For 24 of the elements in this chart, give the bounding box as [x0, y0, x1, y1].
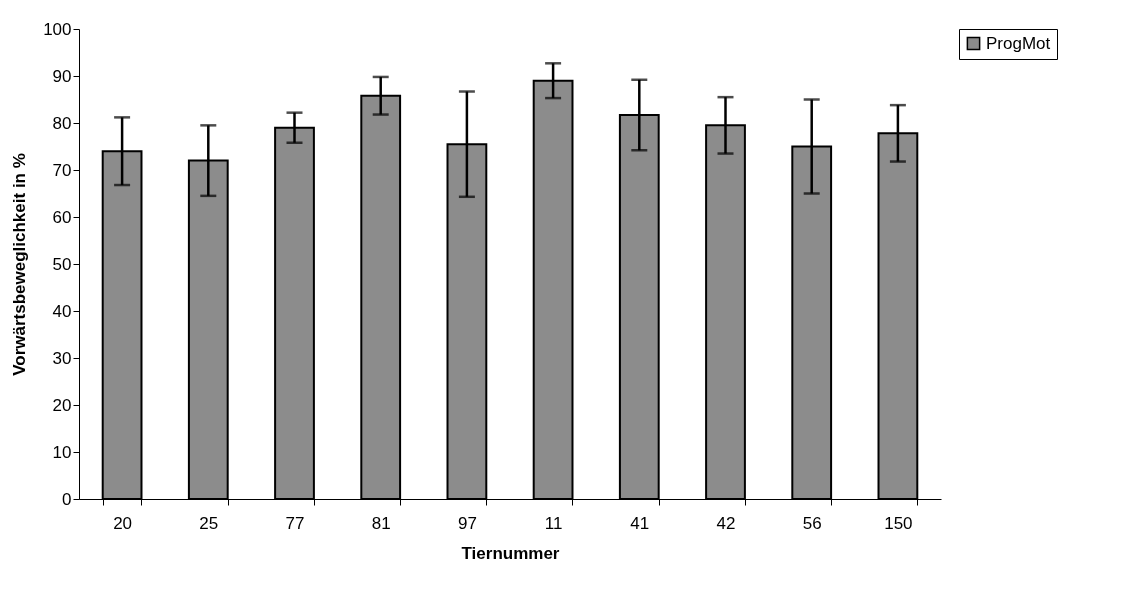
x-tick-label: 20: [113, 513, 133, 533]
x-tick-label: 77: [285, 513, 305, 533]
x-tick-label: 11: [544, 513, 563, 533]
x-tick-label: 42: [716, 513, 736, 533]
x-axis-title: Tiernummer: [461, 543, 560, 563]
y-tick-label: 20: [52, 395, 72, 415]
legend-label: ProgMot: [986, 33, 1051, 53]
x-tick-label: 56: [802, 513, 822, 533]
x-tick-label: 81: [371, 513, 391, 533]
y-tick-label: 40: [52, 301, 72, 321]
x-tick-label: 97: [457, 513, 477, 533]
y-tick-label: 10: [52, 442, 72, 462]
x-tick-label: 150: [884, 513, 913, 533]
y-tick-label: 60: [52, 207, 72, 227]
y-tick-label: 80: [52, 113, 72, 133]
y-tick-label: 90: [52, 66, 72, 86]
y-tick-label: 30: [52, 348, 72, 368]
y-tick-label: 70: [52, 160, 72, 180]
x-tick-label: 25: [199, 513, 219, 533]
y-tick-label: 0: [62, 489, 72, 509]
y-axis-title: Vorwärtsbeweglichkeit in %: [10, 153, 30, 376]
y-tick-label: 50: [52, 254, 72, 274]
y-tick-label: 100: [43, 19, 72, 39]
x-tick-label: 41: [630, 513, 650, 533]
